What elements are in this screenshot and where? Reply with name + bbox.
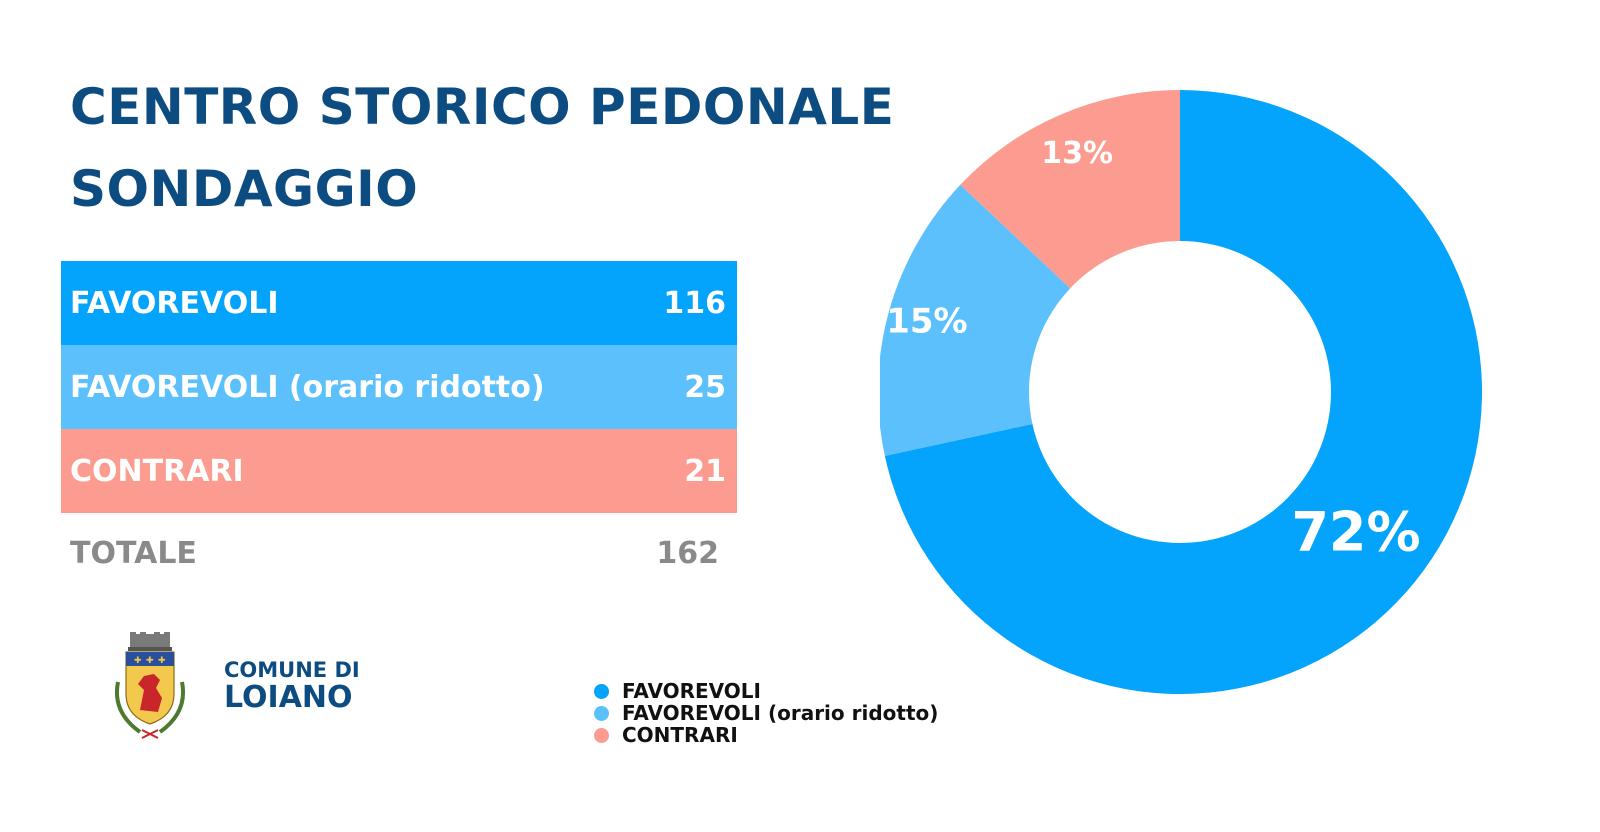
legend-dot xyxy=(594,705,609,721)
title-line-1: CENTRO STORICO PEDONALE xyxy=(70,78,895,136)
row-value: 116 xyxy=(663,285,726,321)
slice-favorevoli-ridotto xyxy=(880,184,1071,456)
legend-label: FAVOREVOLI xyxy=(622,679,761,703)
legend-label: FAVOREVOLI (orario ridotto) xyxy=(622,701,939,725)
row-label: FAVOREVOLI (orario ridotto) xyxy=(70,369,545,405)
svg-text:✚: ✚ xyxy=(146,656,154,666)
legend-label: CONTRARI xyxy=(622,723,738,747)
legend-dot xyxy=(594,727,609,743)
label-favorevoli: 72% xyxy=(1291,501,1420,564)
municipality-name: COMUNE DI LOIANO xyxy=(224,658,360,714)
table-row-favorevoli-ridotto: FAVOREVOLI (orario ridotto) 25 xyxy=(61,345,737,429)
table-row-favorevoli: FAVOREVOLI 116 xyxy=(61,261,737,345)
legend-item-favorevoli: FAVOREVOLI xyxy=(594,679,938,703)
legend-dot xyxy=(594,683,609,699)
donut-chart: 72% 15% 13% xyxy=(880,90,1482,694)
title-line-2: SONDAGGIO xyxy=(70,160,419,218)
total-value: 162 xyxy=(656,535,719,571)
legend-item-favorevoli-ridotto: FAVOREVOLI (orario ridotto) xyxy=(594,701,939,725)
total-label: TOTALE xyxy=(70,535,197,571)
row-label: CONTRARI xyxy=(70,453,244,489)
legend-item-contrari: CONTRARI xyxy=(594,723,938,747)
table-row-totale: TOTALE 162 xyxy=(61,513,737,593)
municipality-line-2: LOIANO xyxy=(224,680,353,715)
svg-text:✚: ✚ xyxy=(134,656,142,666)
results-table: FAVOREVOLI 116 FAVOREVOLI (orario ridott… xyxy=(61,261,737,593)
slice-contrari xyxy=(960,90,1180,289)
table-row-contrari: CONTRARI 21 xyxy=(61,429,737,513)
label-favorevoli-ridotto: 15% xyxy=(886,302,967,342)
svg-text:✚: ✚ xyxy=(158,656,166,666)
row-value: 21 xyxy=(684,453,726,489)
label-contrari: 13% xyxy=(1041,136,1113,171)
row-label: FAVOREVOLI xyxy=(70,285,279,321)
row-value: 25 xyxy=(684,369,726,405)
coat-of-arms-icon: ✚ ✚ ✚ xyxy=(115,632,185,739)
slice-favorevoli xyxy=(884,90,1482,694)
chart-legend: FAVOREVOLI FAVOREVOLI (orario ridotto) C… xyxy=(594,679,939,747)
municipality-line-1: COMUNE DI xyxy=(224,658,360,682)
page-title: CENTRO STORICO PEDONALE SONDAGGIO xyxy=(70,66,894,230)
